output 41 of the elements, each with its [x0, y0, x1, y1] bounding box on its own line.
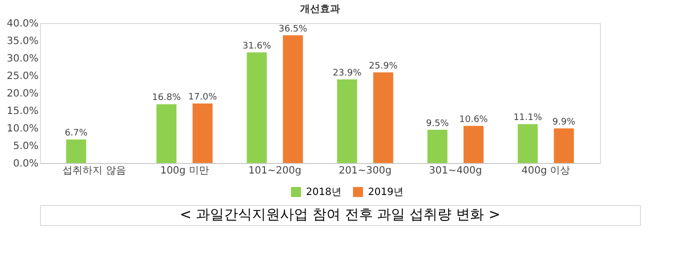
data-label: 23.9%	[332, 68, 362, 78]
data-label: 17.0%	[188, 92, 218, 102]
x-tick-label: 201~300g	[338, 166, 392, 176]
y-tick-label: 30.0%	[6, 54, 38, 64]
y-tick-label: 0.0%	[13, 158, 38, 170]
bar	[192, 104, 213, 163]
y-tick-label: 15.0%	[6, 106, 38, 117]
bar	[246, 52, 267, 163]
data-label: 9.9%	[552, 117, 576, 128]
bar	[464, 126, 484, 163]
bar	[518, 124, 538, 163]
data-label: 10.6%	[459, 114, 488, 125]
y-tick-label: 20.0%	[6, 88, 38, 100]
bar	[337, 79, 358, 163]
y-tick-label: 5.0%	[13, 141, 38, 152]
y-tick-label: 10.0%	[6, 124, 38, 134]
text: < 과일간식지원사업 참여 전후 과일 섭취량 변화 >	[180, 207, 500, 223]
bar	[156, 104, 176, 163]
data-label: 25.9%	[368, 61, 398, 72]
data-label: 9.5%	[426, 118, 450, 129]
data-label: 36.5%	[278, 24, 308, 34]
x-tick-label: 101~200g	[248, 166, 302, 176]
bar	[554, 128, 574, 163]
data-label: 16.8%	[152, 93, 182, 104]
data-label: 31.6%	[242, 41, 272, 52]
legend-label: 2019년	[368, 187, 404, 198]
y-tick-label: 35.0%	[6, 36, 38, 47]
bar	[282, 35, 303, 163]
data-label: 11.1%	[513, 113, 542, 124]
x-tick-label: 400g 이상	[521, 166, 570, 176]
data-label: 6.7%	[64, 128, 88, 139]
bar	[427, 130, 448, 163]
chart-title: 개선효과	[300, 4, 340, 15]
bar	[373, 72, 394, 163]
x-tick-label: 100g 미만	[160, 166, 209, 176]
y-tick-label: 25.0%	[6, 71, 38, 82]
x-tick-label: 섭취하지 않음	[62, 166, 126, 176]
legend-label: 2018년	[306, 187, 342, 198]
y-tick-label: 40.0%	[6, 18, 38, 30]
x-tick-label: 301~400g	[429, 166, 482, 176]
bar	[66, 140, 86, 163]
